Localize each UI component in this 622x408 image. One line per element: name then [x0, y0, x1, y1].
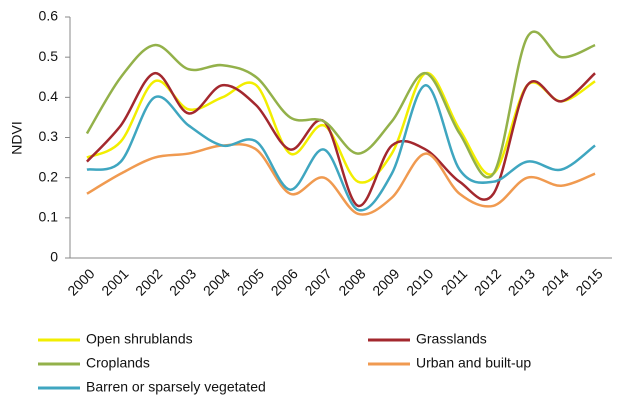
y-tick-label: 0.1	[39, 209, 59, 225]
series-line	[86, 71, 596, 208]
x-tick-label: 2005	[234, 265, 267, 298]
y-tick-label: 0.2	[39, 168, 59, 184]
y-tick-label: 0.4	[39, 88, 59, 104]
x-tick-label: 2014	[539, 265, 572, 298]
legend-label: Urban and built-up	[416, 355, 531, 371]
x-tick-label: 2007	[301, 265, 334, 298]
y-tick-label: 0	[50, 249, 58, 265]
x-tick-label: 2015	[572, 265, 605, 298]
x-tick-label: 2011	[438, 265, 471, 298]
x-tick-label: 2001	[98, 265, 131, 298]
legend-label: Croplands	[86, 355, 150, 371]
x-tick-label: 2013	[505, 265, 538, 298]
x-tick-label: 2010	[403, 265, 436, 298]
x-tick-label: 2002	[132, 265, 165, 298]
series-line	[85, 30, 596, 179]
x-tick-label: 2012	[471, 265, 504, 298]
series-line	[86, 143, 596, 216]
x-tick-label: 2000	[64, 265, 97, 298]
legend-label: Open shrublands	[86, 331, 193, 347]
x-tick-label: 2008	[335, 265, 368, 298]
x-tick-label: 2006	[268, 265, 301, 298]
series-line	[86, 84, 596, 212]
y-tick-label: 0.3	[39, 128, 59, 144]
y-axis-label: NDVI	[9, 121, 25, 154]
y-tick-label: 0.5	[39, 48, 59, 64]
y-tick-label: 0.6	[39, 8, 59, 24]
x-tick-label: 2003	[166, 265, 199, 298]
x-tick-label: 2009	[369, 265, 402, 298]
x-tick-label: 2004	[200, 265, 233, 298]
legend-label: Grasslands	[416, 331, 487, 347]
legend-label: Barren or sparsely vegetated	[86, 379, 266, 395]
